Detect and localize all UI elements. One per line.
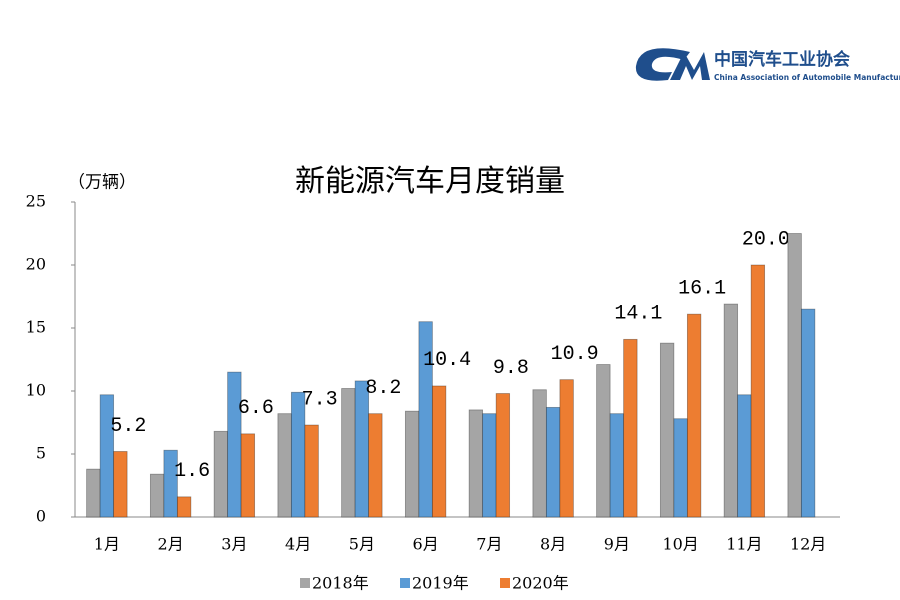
bar	[532, 389, 547, 518]
bar	[468, 409, 484, 518]
logo-name: 中国汽车工业协会	[714, 49, 850, 70]
bar	[86, 468, 101, 518]
x-tick-label: 9月	[604, 535, 630, 554]
data-label: 7.3	[302, 388, 338, 411]
bar	[686, 313, 702, 518]
y-axis-label: （万辆）	[68, 173, 136, 193]
data-label: 10.9	[551, 343, 599, 366]
data-label: 9.8	[493, 357, 529, 380]
bar	[176, 496, 192, 518]
bar	[495, 393, 511, 518]
bar	[482, 413, 497, 518]
bar	[623, 338, 638, 518]
y-tick-label: 10	[26, 381, 46, 400]
bar	[609, 413, 625, 518]
bar	[673, 418, 688, 518]
x-tick-label: 12月	[790, 535, 826, 554]
legend-label: 2020年	[512, 574, 569, 593]
y-tick-label: 15	[26, 318, 46, 337]
bar	[240, 433, 256, 518]
bar	[368, 413, 383, 518]
data-label: 6.6	[238, 397, 274, 420]
bar	[800, 308, 816, 518]
legend-swatch	[500, 578, 510, 588]
bar	[304, 424, 319, 518]
data-label: 16.1	[678, 277, 726, 300]
y-tick-label: 25	[26, 192, 46, 211]
bar	[99, 394, 115, 518]
data-label: 8.2	[365, 377, 401, 400]
x-tick-label: 5月	[349, 535, 375, 554]
x-tick-label: 2月	[158, 535, 184, 554]
y-tick-label: 5	[36, 444, 46, 463]
logo-mark	[670, 52, 710, 80]
logo-english: China Association of Automobile Manufact…	[714, 73, 900, 82]
bar	[750, 264, 766, 518]
bar	[404, 410, 420, 518]
bar	[545, 406, 561, 518]
x-tick-label: 4月	[285, 535, 311, 554]
legend-label: 2019年	[412, 574, 469, 593]
x-tick-label: 6月	[413, 535, 439, 554]
logo: 中国汽车工业协会 China Association of Automobile…	[635, 48, 900, 82]
data-label: 20.0	[742, 228, 790, 251]
bar	[723, 303, 739, 518]
bar	[559, 379, 574, 518]
bar	[163, 449, 178, 518]
y-tick-label: 20	[26, 255, 46, 274]
bar	[737, 394, 752, 518]
bar	[227, 371, 242, 518]
legend-label: 2018年	[312, 574, 369, 593]
bar	[277, 413, 292, 518]
bar	[787, 233, 802, 518]
bar	[596, 364, 611, 518]
data-label: 5.2	[110, 415, 146, 438]
x-tick-label: 1月	[94, 535, 120, 554]
data-label: 14.1	[614, 303, 662, 326]
logo-mark	[635, 48, 690, 81]
bar	[431, 385, 447, 518]
x-tick-label: 10月	[662, 535, 698, 554]
x-tick-label: 3月	[221, 535, 247, 554]
chart-title: 新能源汽车月度销量	[295, 164, 565, 199]
bar	[659, 342, 675, 518]
legend-swatch	[300, 578, 310, 588]
bar	[149, 473, 165, 518]
x-tick-label: 8月	[540, 535, 566, 554]
x-tick-label: 11月	[726, 535, 762, 554]
bar	[341, 388, 356, 518]
data-label: 1.6	[174, 460, 210, 483]
legend-swatch	[400, 578, 410, 588]
data-label: 10.4	[423, 349, 471, 372]
y-tick-label: 0	[36, 507, 46, 526]
bar	[213, 430, 229, 518]
bar	[354, 380, 370, 518]
bar	[113, 451, 128, 518]
x-tick-label: 7月	[476, 535, 502, 554]
